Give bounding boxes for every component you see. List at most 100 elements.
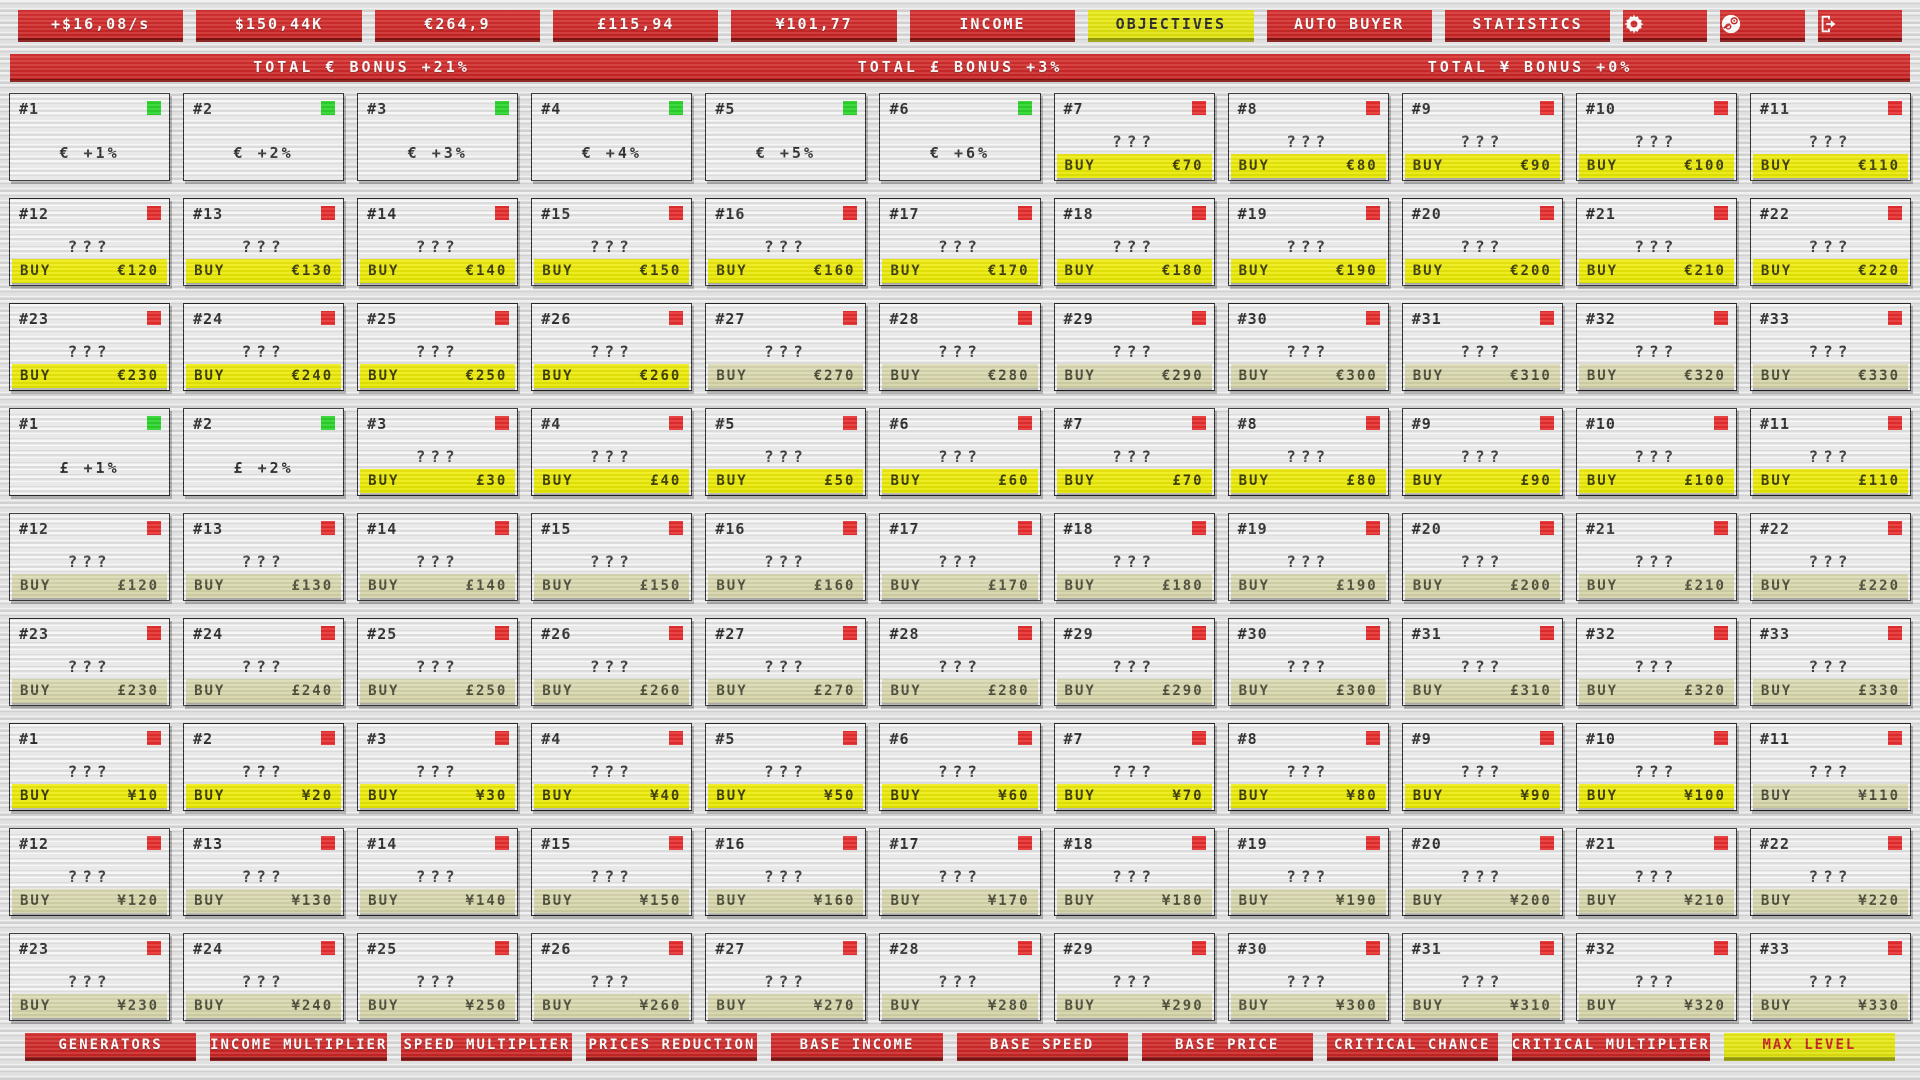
objective-card[interactable]: #13??? BUY £130 (183, 513, 345, 601)
buy-button[interactable]: BUY €310 (1404, 364, 1560, 388)
tab-income[interactable]: INCOME (909, 10, 1076, 42)
objective-card[interactable]: #6??? BUY ¥60 (879, 723, 1041, 811)
objective-card[interactable]: #33??? BUY €330 (1749, 303, 1911, 391)
buy-button[interactable]: BUY £300 (1230, 679, 1386, 703)
objective-card[interactable]: #4??? BUY ¥40 (531, 723, 693, 811)
objective-card[interactable]: #32??? BUY £320 (1575, 618, 1737, 706)
buy-button[interactable]: BUY £70 (1056, 469, 1212, 493)
objective-card[interactable]: #15??? BUY ¥150 (531, 828, 693, 916)
buy-button[interactable]: BUY ¥160 (708, 889, 864, 913)
objective-card[interactable]: #5??? BUY ¥50 (705, 723, 867, 811)
objective-card[interactable]: #17??? BUY €170 (879, 198, 1041, 286)
buy-button[interactable]: BUY £210 (1578, 574, 1734, 598)
buy-button[interactable]: BUY ¥130 (186, 889, 342, 913)
objective-card[interactable]: #28??? BUY £280 (879, 618, 1041, 706)
buy-button[interactable]: BUY £30 (360, 469, 516, 493)
buy-button[interactable]: BUY €190 (1230, 259, 1386, 283)
nav-base-speed[interactable]: BASE SPEED (956, 1033, 1128, 1061)
objective-card[interactable]: #30??? BUY ¥300 (1227, 933, 1389, 1021)
buy-button[interactable]: BUY £180 (1056, 574, 1212, 598)
nav-base-income[interactable]: BASE INCOME (771, 1033, 943, 1061)
objective-card[interactable]: #21??? BUY ¥210 (1575, 828, 1737, 916)
objective-card[interactable]: #27??? BUY €270 (705, 303, 867, 391)
objective-card[interactable]: #15??? BUY €150 (531, 198, 693, 286)
objective-card[interactable]: #7??? BUY ¥70 (1053, 723, 1215, 811)
objective-card[interactable]: #7??? BUY €70 (1053, 93, 1215, 181)
buy-button[interactable]: BUY ¥210 (1578, 889, 1734, 913)
objective-card[interactable]: #8??? BUY £80 (1227, 408, 1389, 496)
buy-button[interactable]: BUY €80 (1230, 154, 1386, 178)
objective-card[interactable]: #9??? BUY ¥90 (1401, 723, 1563, 811)
objective-card[interactable]: #25??? BUY €250 (357, 303, 519, 391)
buy-button[interactable]: BUY ¥200 (1404, 889, 1560, 913)
buy-button[interactable]: BUY €300 (1230, 364, 1386, 388)
nav-base-price[interactable]: BASE PRICE (1141, 1033, 1313, 1061)
buy-button[interactable]: BUY £170 (882, 574, 1038, 598)
buy-button[interactable]: BUY £220 (1752, 574, 1908, 598)
objective-card[interactable]: #30??? BUY £300 (1227, 618, 1389, 706)
buy-button[interactable]: BUY ¥40 (534, 784, 690, 808)
buy-button[interactable]: BUY £120 (12, 574, 168, 598)
exit-button[interactable] (1817, 10, 1902, 42)
objective-card[interactable]: #31??? BUY £310 (1401, 618, 1563, 706)
buy-button[interactable]: BUY ¥260 (534, 994, 690, 1018)
tab-statistics[interactable]: STATISTICS (1444, 10, 1611, 42)
buy-button[interactable]: BUY €250 (360, 364, 516, 388)
buy-button[interactable]: BUY £200 (1404, 574, 1560, 598)
buy-button[interactable]: BUY £280 (882, 679, 1038, 703)
objective-card[interactable]: #11??? BUY €110 (1749, 93, 1911, 181)
objective-card[interactable]: #3??? BUY £30 (357, 408, 519, 496)
objective-card[interactable]: #28??? BUY ¥280 (879, 933, 1041, 1021)
buy-button[interactable]: BUY ¥330 (1752, 994, 1908, 1018)
buy-button[interactable]: BUY £190 (1230, 574, 1386, 598)
objective-card[interactable]: #19??? BUY €190 (1227, 198, 1389, 286)
buy-button[interactable]: BUY ¥110 (1752, 784, 1908, 808)
buy-button[interactable]: BUY €230 (12, 364, 168, 388)
buy-button[interactable]: BUY £60 (882, 469, 1038, 493)
objective-card[interactable]: #26??? BUY €260 (531, 303, 693, 391)
buy-button[interactable]: BUY ¥310 (1404, 994, 1560, 1018)
objective-card[interactable]: #4??? BUY £40 (531, 408, 693, 496)
objective-card[interactable]: #17??? BUY ¥170 (879, 828, 1041, 916)
objective-card[interactable]: #19??? BUY ¥190 (1227, 828, 1389, 916)
objective-card[interactable]: #14??? BUY €140 (357, 198, 519, 286)
buy-button[interactable]: BUY €120 (12, 259, 168, 283)
objective-card[interactable]: #12??? BUY ¥120 (9, 828, 171, 916)
buy-button[interactable]: BUY £250 (360, 679, 516, 703)
buy-button[interactable]: BUY ¥120 (12, 889, 168, 913)
objective-card[interactable]: #3??? BUY ¥30 (357, 723, 519, 811)
buy-button[interactable]: BUY £330 (1752, 679, 1908, 703)
buy-button[interactable]: BUY ¥20 (186, 784, 342, 808)
objective-card[interactable]: #24??? BUY ¥240 (183, 933, 345, 1021)
objective-card[interactable]: #22??? BUY €220 (1749, 198, 1911, 286)
nav-max-level[interactable]: MAX LEVEL (1723, 1033, 1895, 1061)
buy-button[interactable]: BUY £140 (360, 574, 516, 598)
buy-button[interactable]: BUY ¥290 (1056, 994, 1212, 1018)
buy-button[interactable]: BUY £130 (186, 574, 342, 598)
nav-prices-reduction[interactable]: PRICES REDUCTION (586, 1033, 758, 1061)
objective-card[interactable]: #6??? BUY £60 (879, 408, 1041, 496)
nav-critical-chance[interactable]: CRITICAL CHANCE (1326, 1033, 1498, 1061)
buy-button[interactable]: BUY £270 (708, 679, 864, 703)
objective-card[interactable]: #18??? BUY €180 (1053, 198, 1215, 286)
objective-card[interactable]: #26??? BUY ¥260 (531, 933, 693, 1021)
buy-button[interactable]: BUY ¥240 (186, 994, 342, 1018)
objective-card[interactable]: #20??? BUY €200 (1401, 198, 1563, 286)
objective-card[interactable]: #15??? BUY £150 (531, 513, 693, 601)
objective-card[interactable]: #16??? BUY ¥160 (705, 828, 867, 916)
buy-button[interactable]: BUY €210 (1578, 259, 1734, 283)
buy-button[interactable]: BUY £80 (1230, 469, 1386, 493)
buy-button[interactable]: BUY ¥10 (12, 784, 168, 808)
objective-card[interactable]: #9??? BUY £90 (1401, 408, 1563, 496)
buy-button[interactable]: BUY €160 (708, 259, 864, 283)
buy-button[interactable]: BUY £310 (1404, 679, 1560, 703)
objective-card[interactable]: #16??? BUY €160 (705, 198, 867, 286)
nav-income-multiplier[interactable]: INCOME MULTIPLIER (210, 1033, 388, 1061)
objective-card[interactable]: #32??? BUY ¥320 (1575, 933, 1737, 1021)
buy-button[interactable]: BUY £110 (1752, 469, 1908, 493)
objective-card[interactable]: #24??? BUY €240 (183, 303, 345, 391)
buy-button[interactable]: BUY £150 (534, 574, 690, 598)
objective-card[interactable]: #16??? BUY £160 (705, 513, 867, 601)
objective-card[interactable]: #13??? BUY ¥130 (183, 828, 345, 916)
objective-card[interactable]: #13??? BUY €130 (183, 198, 345, 286)
